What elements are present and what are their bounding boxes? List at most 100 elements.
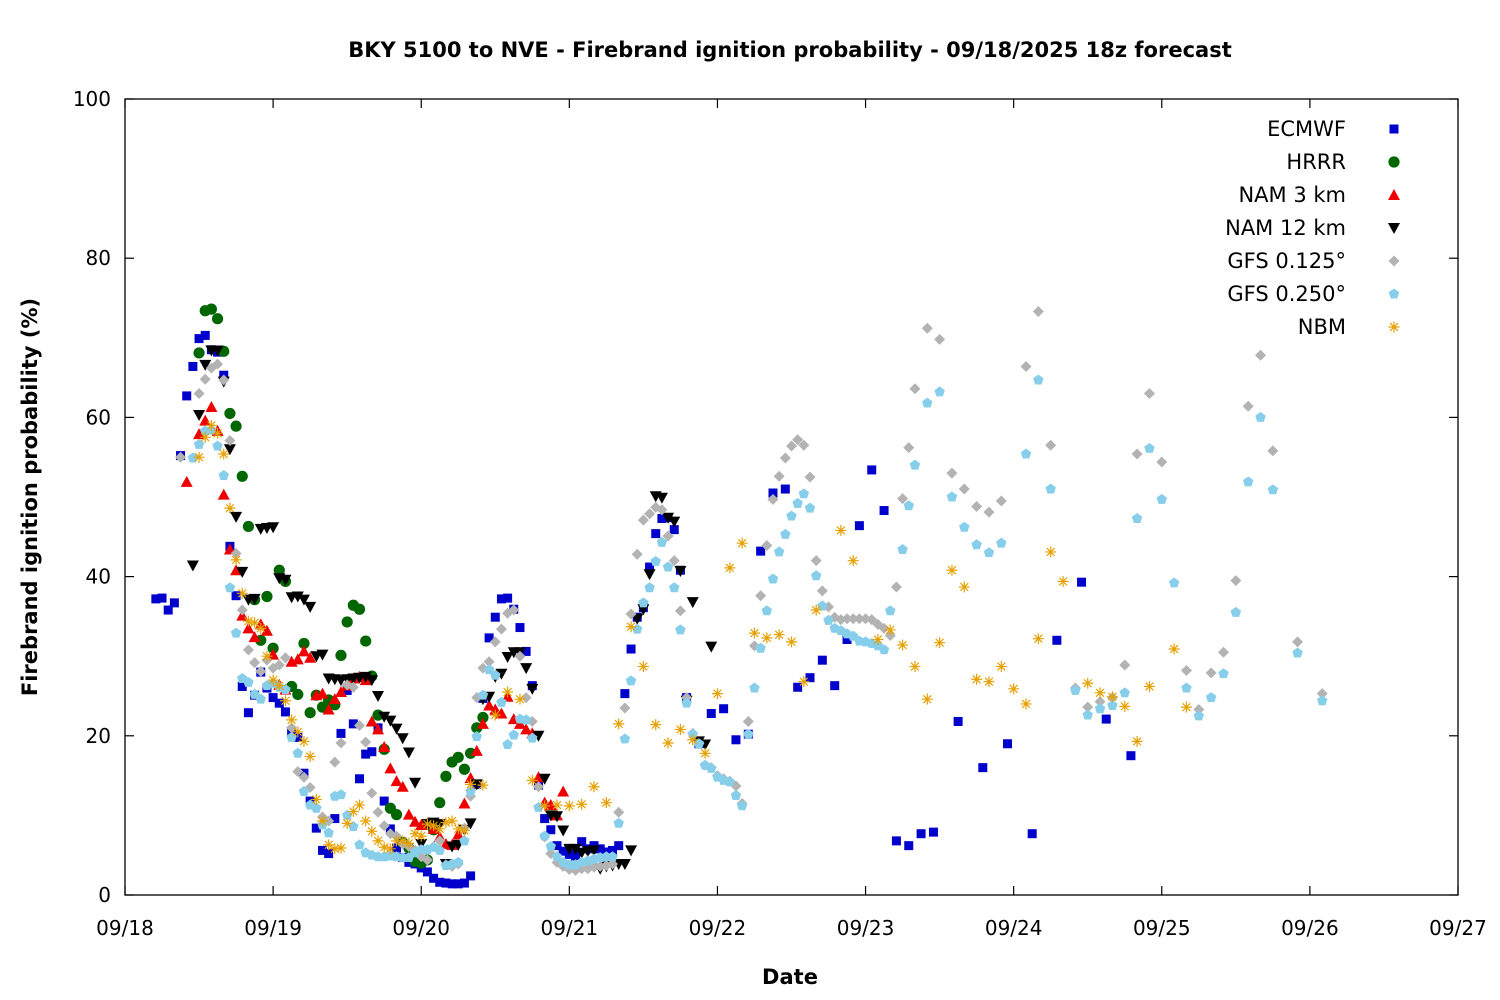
data-point <box>540 814 550 824</box>
data-point <box>595 844 605 854</box>
legend-label: NAM 3 km <box>1238 183 1346 207</box>
y-tick-label: 20 <box>86 724 111 748</box>
legend-label: ECMWF <box>1267 117 1346 141</box>
data-point <box>1168 643 1180 655</box>
data-point <box>291 591 304 603</box>
legend-marker <box>1388 255 1400 267</box>
data-point <box>292 747 304 758</box>
data-point <box>169 598 179 608</box>
data-point <box>730 790 742 800</box>
data-point <box>335 737 347 749</box>
data-point <box>755 590 767 602</box>
data-point <box>1126 751 1136 761</box>
data-point <box>669 582 680 593</box>
data-point <box>1033 374 1044 385</box>
data-point <box>619 702 631 714</box>
data-point <box>835 524 847 536</box>
data-point <box>361 749 371 759</box>
data-point <box>786 440 797 452</box>
data-point <box>1052 635 1062 645</box>
data-point <box>199 431 211 443</box>
data-point <box>1107 700 1118 710</box>
data-point <box>484 633 494 643</box>
data-point <box>613 806 625 818</box>
data-point <box>211 313 224 325</box>
data-point <box>650 501 662 513</box>
x-axis: 09/18 09/19 09/20 09/21 09/22 09/23 09/24 09/25… <box>96 99 1487 940</box>
data-point <box>490 612 500 622</box>
data-point <box>434 835 446 847</box>
data-point <box>236 566 249 578</box>
x-tick-label: 09/22 <box>689 916 747 940</box>
series-5 <box>187 374 1328 870</box>
data-point <box>1131 735 1143 747</box>
x-tick-label: 09/27 <box>1429 916 1487 940</box>
data-point <box>224 582 236 593</box>
data-point <box>372 723 385 735</box>
data-point <box>1101 714 1111 724</box>
data-point <box>1143 680 1155 692</box>
data-point <box>724 776 736 787</box>
data-point <box>971 673 983 685</box>
data-point <box>409 777 422 789</box>
data-point <box>1119 700 1131 712</box>
data-point <box>341 817 353 829</box>
data-point <box>508 729 520 740</box>
data-point <box>274 698 284 708</box>
data-point <box>903 442 915 454</box>
data-point <box>186 560 199 572</box>
data-point <box>199 373 211 385</box>
data-point <box>267 522 280 534</box>
x-tick-label: 09/26 <box>1281 916 1339 940</box>
data-point <box>336 728 346 738</box>
data-point <box>551 799 563 811</box>
data-point <box>514 650 526 662</box>
data-point <box>477 779 489 791</box>
data-point <box>588 781 600 793</box>
data-point <box>224 407 236 420</box>
data-point <box>761 605 773 616</box>
x-tick-label: 09/18 <box>96 916 154 940</box>
data-point <box>577 837 587 847</box>
data-point <box>903 500 914 511</box>
data-point <box>1180 665 1192 677</box>
data-point <box>786 636 797 648</box>
data-point <box>909 383 921 395</box>
data-point <box>842 634 852 644</box>
data-point <box>175 451 187 463</box>
data-point <box>476 717 489 729</box>
data-point <box>662 530 674 542</box>
data-point <box>1193 704 1205 716</box>
data-point <box>922 397 933 408</box>
data-point <box>205 401 218 413</box>
data-point <box>243 676 254 687</box>
data-point <box>637 514 649 526</box>
series-3 <box>186 345 718 875</box>
data-point <box>532 771 545 783</box>
data-point <box>897 493 909 505</box>
data-point <box>1143 388 1155 400</box>
data-point <box>515 623 525 633</box>
data-point <box>644 508 656 520</box>
data-point <box>946 467 958 479</box>
data-point <box>441 878 451 888</box>
data-point <box>447 879 457 889</box>
data-point <box>267 648 280 660</box>
data-point <box>656 536 668 547</box>
data-point <box>755 642 766 653</box>
data-point <box>761 540 773 552</box>
data-point <box>502 686 514 698</box>
data-point <box>736 537 748 549</box>
data-point <box>724 562 736 574</box>
data-point <box>625 675 637 686</box>
data-point <box>366 825 378 837</box>
data-point <box>1193 710 1205 721</box>
data-point <box>650 719 662 731</box>
data-point <box>348 719 358 729</box>
data-point <box>662 561 674 572</box>
data-point <box>1217 646 1229 658</box>
data-point <box>841 613 853 625</box>
data-point <box>921 322 933 334</box>
y-tick-label: 60 <box>86 405 111 429</box>
